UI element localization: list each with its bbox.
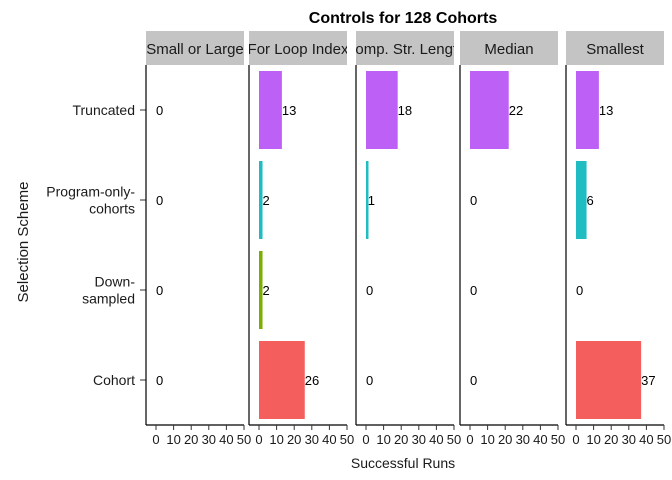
- x-tick-label: 20: [394, 432, 408, 447]
- x-tick-label: 10: [480, 432, 494, 447]
- x-tick-label: 10: [166, 432, 180, 447]
- bar-value-label: 0: [156, 283, 163, 298]
- bar: [259, 341, 305, 419]
- x-tick-label: 20: [287, 432, 301, 447]
- x-tick-label: 50: [551, 432, 565, 447]
- x-tick-label: 30: [202, 432, 216, 447]
- chart-title: Controls for 128 Cohorts: [309, 10, 498, 27]
- bar-value-label: 0: [366, 283, 373, 298]
- category-labels: Truncated Program-only-cohorts Down-sample…: [46, 102, 146, 388]
- x-tick-label: 40: [219, 432, 233, 447]
- x-tick-label: 10: [269, 432, 283, 447]
- bar-value-label: 18: [398, 103, 412, 118]
- bar: [259, 251, 263, 329]
- x-tick-label: 0: [362, 432, 369, 447]
- facet-panel: Small or Large 0 10 20 30 40 50 0 0 0 0: [145, 31, 251, 447]
- x-tick-label: 0: [572, 432, 579, 447]
- bar-value-label: 1: [368, 193, 375, 208]
- category-label: Down-sampled: [82, 274, 135, 307]
- x-tick-label: 50: [237, 432, 251, 447]
- x-tick-label: 40: [429, 432, 443, 447]
- facet-strip: [460, 31, 558, 65]
- bar: [366, 71, 398, 149]
- bar-value-label: 37: [641, 373, 655, 388]
- facet-strip-label: Small or Large: [146, 41, 244, 58]
- bar-value-label: 0: [470, 373, 477, 388]
- facet-strip: [356, 31, 454, 65]
- bar-value-label: 2: [263, 283, 270, 298]
- bar: [576, 71, 599, 149]
- x-tick-label: 50: [657, 432, 671, 447]
- facet-strip-label: For Loop Index: [248, 41, 349, 58]
- x-tick-label: 0: [466, 432, 473, 447]
- bar-value-label: 13: [282, 103, 296, 118]
- facet-strip-label: Comp. Str. Length: [345, 41, 466, 58]
- bar: [259, 71, 282, 149]
- x-tick-label: 0: [255, 432, 262, 447]
- bar-value-label: 0: [156, 193, 163, 208]
- bar-value-label: 22: [509, 103, 523, 118]
- facet-panel: Median 0 10 20 30 40 50 22 0 0 0: [459, 31, 565, 447]
- x-tick-label: 40: [639, 432, 653, 447]
- facet-strip: [146, 31, 244, 65]
- x-tick-label: 30: [516, 432, 530, 447]
- facet-panel: For Loop Index 0 10 20 30 40 50 13 2 2 26: [248, 31, 354, 447]
- bar: [259, 161, 263, 239]
- facet-strip: [249, 31, 347, 65]
- x-tick-label: 50: [340, 432, 354, 447]
- x-tick-label: 40: [322, 432, 336, 447]
- bar-value-label: 0: [576, 283, 583, 298]
- x-tick-label: 30: [412, 432, 426, 447]
- bar-value-label: 26: [305, 373, 319, 388]
- y-axis-title: Selection Scheme: [15, 182, 32, 303]
- facet-strip-label: Smallest: [586, 41, 644, 58]
- x-axis-title: Successful Runs: [351, 455, 455, 471]
- bar-value-label: 0: [470, 193, 477, 208]
- bar: [470, 71, 509, 149]
- category-label: Truncated: [72, 102, 135, 118]
- bar-value-label: 0: [156, 103, 163, 118]
- facet-panel: Smallest 0 10 20 30 40 50 13 6 0 37: [565, 31, 671, 447]
- bar-value-label: 2: [263, 193, 270, 208]
- bar-value-label: 6: [587, 193, 594, 208]
- bar-value-label: 13: [599, 103, 613, 118]
- facet-strip: [566, 31, 664, 65]
- bar: [576, 161, 587, 239]
- x-tick-label: 50: [447, 432, 461, 447]
- x-tick-label: 30: [622, 432, 636, 447]
- x-tick-label: 10: [376, 432, 390, 447]
- bar-value-label: 0: [366, 373, 373, 388]
- x-tick-label: 30: [305, 432, 319, 447]
- bar: [576, 341, 642, 419]
- category-label: Cohort: [93, 372, 135, 388]
- bar-value-label: 0: [470, 283, 477, 298]
- facet-strip-label: Median: [484, 41, 533, 58]
- bar: [366, 161, 369, 239]
- x-tick-label: 10: [586, 432, 600, 447]
- x-tick-label: 20: [604, 432, 618, 447]
- bar-value-label: 0: [156, 373, 163, 388]
- category-label: Program-only-cohorts: [46, 184, 135, 217]
- x-tick-label: 20: [498, 432, 512, 447]
- x-tick-label: 0: [152, 432, 159, 447]
- x-tick-label: 20: [184, 432, 198, 447]
- x-tick-label: 40: [533, 432, 547, 447]
